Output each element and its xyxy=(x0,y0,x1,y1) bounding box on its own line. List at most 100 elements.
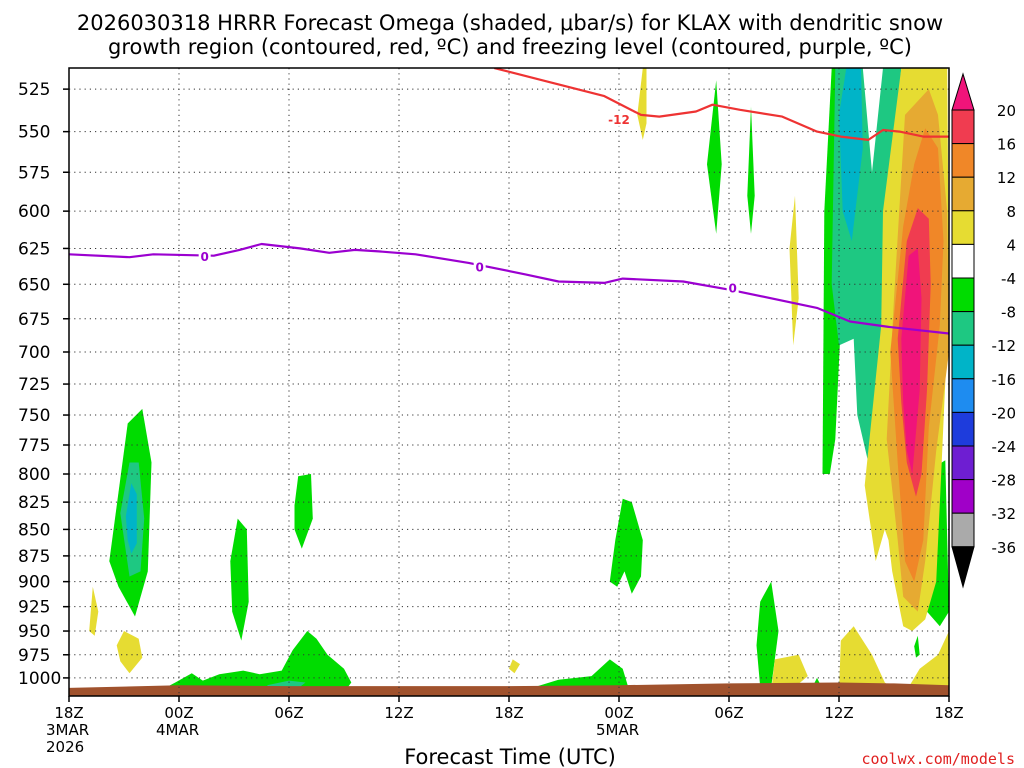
y-tick-label: 800 xyxy=(18,465,50,485)
colorbar-label: -16 xyxy=(992,371,1017,389)
colorbar: 20 16 12 8 4 -4 -8 -12 -16 -20 -24 -28 -32 -36 xyxy=(951,72,1017,589)
colorbar-label: -8 xyxy=(1001,304,1016,322)
omega-region-26 xyxy=(839,626,898,694)
colorbar-label: -20 xyxy=(992,404,1017,422)
x-tick-label: 00Z xyxy=(604,704,633,722)
credit-text: coolwx.com/models xyxy=(861,750,1015,768)
omega-region-29 xyxy=(914,635,920,658)
y-tick-label: 900 xyxy=(18,573,50,593)
y-tick-label: 575 xyxy=(18,163,50,183)
colorbar-label: -32 xyxy=(992,505,1017,523)
omega-region-28 xyxy=(509,659,520,674)
y-tick-label: 700 xyxy=(18,343,50,363)
y-tick-label: 650 xyxy=(18,275,50,295)
x-date-label: 2026 xyxy=(46,738,84,756)
omega-shading xyxy=(89,68,949,695)
title-line-1: 2026030318 HRRR Forecast Omega (shaded, … xyxy=(77,11,943,35)
colorbar-label: 4 xyxy=(1006,236,1016,254)
omega-region-21 xyxy=(89,586,99,636)
x-tick-label: 00Z xyxy=(164,704,193,722)
y-tick-label: 925 xyxy=(18,598,50,618)
colorbar-bin xyxy=(951,479,975,514)
colorbar-bin xyxy=(951,344,975,380)
y-tick-label: 525 xyxy=(18,80,50,100)
colorbar-label: 16 xyxy=(997,136,1016,154)
title-line-2: growth region (contoured, red, ºC) and f… xyxy=(108,35,912,59)
omega-region-4 xyxy=(294,474,313,549)
y-tick-label: 850 xyxy=(18,520,50,540)
x-tick-label: 06Z xyxy=(714,704,743,722)
contour-label: 0 xyxy=(728,281,736,295)
colorbar-label: 8 xyxy=(1006,203,1016,221)
y-tick-label: 600 xyxy=(18,202,50,222)
omega-region-2 xyxy=(125,483,137,554)
x-axis-label: Forecast Time (UTC) xyxy=(404,745,616,768)
colorbar-bin xyxy=(951,378,975,413)
x-tick-label: 18Z xyxy=(494,704,523,722)
x-date-label: 5MAR xyxy=(596,721,639,739)
contour-label-bg xyxy=(473,259,486,274)
y-tick-label: 750 xyxy=(18,406,50,426)
contour-line-0 xyxy=(494,68,949,141)
colorbar-bin xyxy=(951,411,975,447)
omega-region-11 xyxy=(756,581,779,687)
contour-label: 0 xyxy=(200,250,208,264)
contour-lines: -12 0 0 0 xyxy=(69,68,949,335)
omega-region-9 xyxy=(707,80,722,234)
colorbar-bin xyxy=(951,109,975,145)
colorbar-bin xyxy=(951,243,975,279)
x-tick-label: 06Z xyxy=(274,704,303,722)
grid-lines xyxy=(69,68,949,696)
y-tick-label: 675 xyxy=(18,310,50,330)
omega-region-22 xyxy=(116,631,143,674)
colorbar-label: -4 xyxy=(1001,270,1016,288)
y-tick-label: 725 xyxy=(18,375,50,395)
omega-region-24 xyxy=(789,195,799,346)
contour-label-bg xyxy=(198,249,211,264)
colorbar-bin xyxy=(951,210,975,245)
colorbar-bin xyxy=(951,277,975,313)
pressure-axis: 525 550 575 600 625 650 675 700 725 750 775 800 825 8… xyxy=(18,80,69,689)
contour-label-bg xyxy=(726,280,739,295)
contour-line-1 xyxy=(69,242,949,335)
omega-region-14 xyxy=(839,68,863,242)
omega-region-3 xyxy=(230,518,249,641)
y-tick-label: 950 xyxy=(18,622,50,642)
y-tick-label: 825 xyxy=(18,493,50,513)
colorbar-label: 12 xyxy=(997,169,1016,187)
omega-region-10 xyxy=(747,106,755,234)
x-date-label: 4MAR xyxy=(156,721,199,739)
x-tick-label: 18Z xyxy=(934,704,963,722)
colorbar-label: -12 xyxy=(992,337,1017,355)
omega-region-27 xyxy=(905,631,949,694)
y-tick-label: 975 xyxy=(18,646,50,666)
omega-region-8 xyxy=(514,659,629,694)
colorbar-bin xyxy=(951,445,975,481)
colorbar-bottom-arrow xyxy=(951,546,975,589)
colorbar-bin xyxy=(951,176,975,212)
y-tick-label: 775 xyxy=(18,436,50,456)
x-tick-label: 12Z xyxy=(384,704,413,722)
colorbar-bin xyxy=(951,143,975,178)
colorbar-label: 20 xyxy=(997,102,1016,120)
x-tick-label: 18Z xyxy=(54,704,83,722)
chart-title: 2026030318 HRRR Forecast Omega (shaded, … xyxy=(77,11,943,59)
contour-label: 0 xyxy=(475,260,483,274)
y-tick-label: 875 xyxy=(18,547,50,567)
y-tick-label: 550 xyxy=(18,123,50,143)
colorbar-bin xyxy=(951,311,975,346)
omega-region-5 xyxy=(155,631,352,695)
y-tick-label: 1000 xyxy=(18,669,61,689)
x-tick-label: 12Z xyxy=(824,704,853,722)
contour-label: -12 xyxy=(608,113,630,127)
colorbar-top-arrow xyxy=(951,72,975,111)
omega-region-7 xyxy=(609,498,643,594)
omega-region-25 xyxy=(771,654,808,692)
omega-region-20 xyxy=(901,248,922,474)
colorbar-label: -24 xyxy=(992,438,1017,456)
colorbar-bin xyxy=(951,512,975,548)
colorbar-label: -36 xyxy=(992,539,1017,557)
colorbar-label: -28 xyxy=(992,472,1017,490)
